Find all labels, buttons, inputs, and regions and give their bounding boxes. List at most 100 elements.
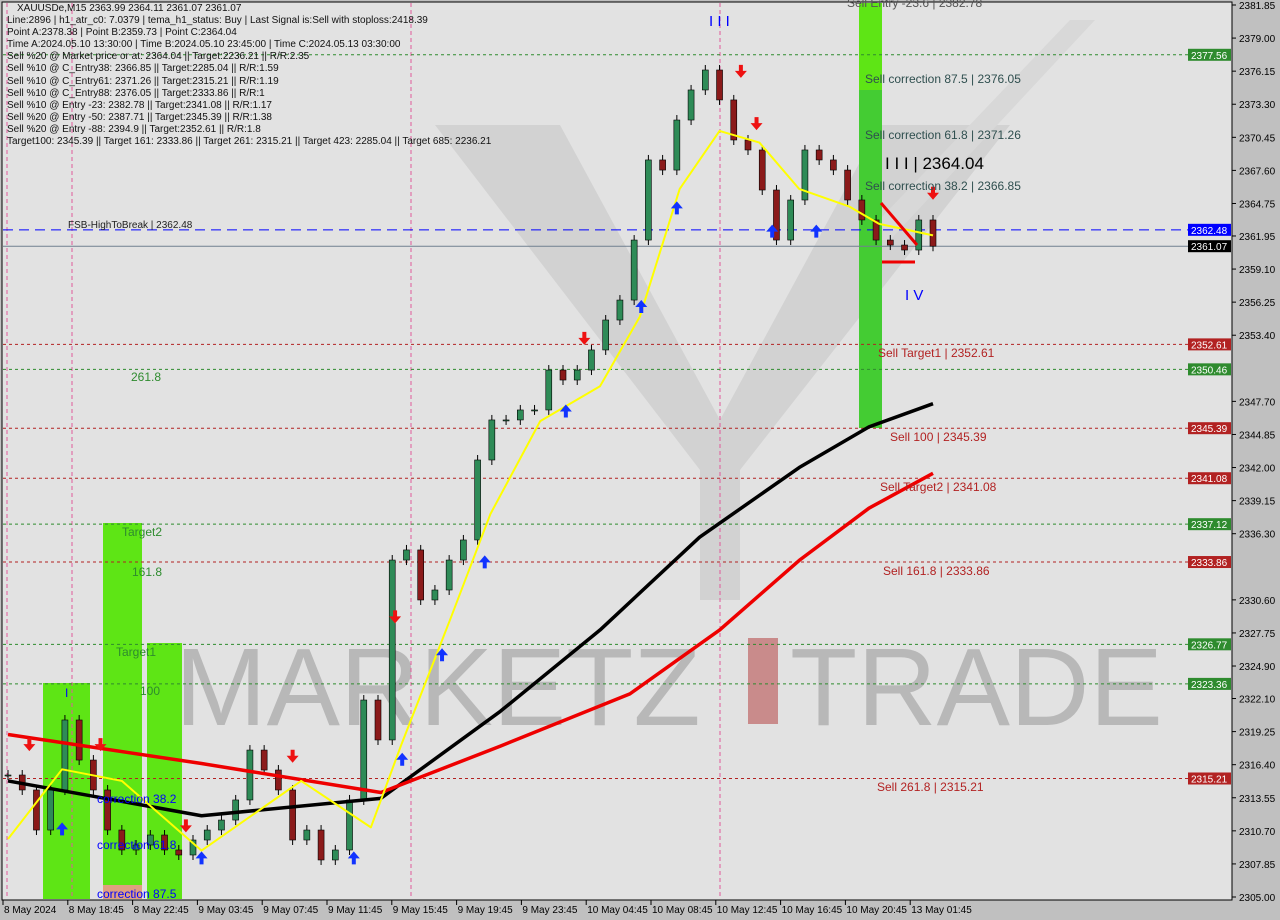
candle-body — [517, 409, 524, 421]
price-tag — [1188, 772, 1231, 785]
candle-body — [545, 369, 553, 411]
sell-entry-label: Sell Entry -23.6 | 2382.78 — [847, 0, 983, 10]
price-tick-label: 2381.85 — [1239, 1, 1276, 12]
left-2618-label: 261.8 — [131, 370, 161, 384]
price-tag — [1188, 556, 1231, 569]
sell-target1-label: Sell Target1 | 2352.61 — [878, 346, 995, 360]
buy-arrow-icon — [635, 300, 648, 314]
info-line: Sell %20 @ Market price or at: 2364.04 |… — [7, 51, 310, 63]
price-tick-label: 2347.70 — [1239, 397, 1276, 408]
candle-body — [702, 69, 709, 91]
vertical-markers — [6, 3, 721, 899]
price-tick-label: 2336.30 — [1239, 530, 1276, 541]
price-tag — [1188, 518, 1231, 531]
candle-body — [773, 189, 780, 241]
candle-body — [203, 829, 211, 841]
candle-body — [645, 159, 652, 241]
price-tick-label: 2310.70 — [1239, 827, 1276, 838]
candle-body — [417, 549, 424, 601]
price-tick-label: 2316.40 — [1239, 761, 1276, 772]
candle-body — [830, 159, 837, 171]
candle-body — [431, 589, 439, 601]
sell-arrow-icon — [179, 819, 192, 833]
price-tick-label: 2359.10 — [1239, 265, 1276, 276]
time-tick-label: 10 May 20:45 — [846, 905, 907, 916]
ma-red-line — [7, 471, 934, 795]
sell-arrow-icon — [23, 738, 36, 752]
watermark-trade: TRADE — [790, 626, 1163, 749]
candle-body — [75, 719, 83, 761]
price-tick-label: 2307.85 — [1239, 860, 1276, 871]
candle-body — [815, 149, 823, 161]
indicator-lines — [7, 129, 934, 852]
price-tag-label: 2323.36 — [1191, 680, 1228, 691]
candle-body — [616, 299, 624, 321]
price-tag — [1188, 472, 1231, 485]
price-tag — [1188, 638, 1231, 651]
candle-body — [559, 369, 567, 381]
price-tick-label: 2305.00 — [1239, 893, 1276, 904]
price-tick-label: 2324.90 — [1239, 662, 1276, 673]
fsb-label: FSB-HighToBreak | 2362.48 — [68, 220, 193, 231]
info-line: Sell %20 @ Entry -88: 2394.9 || Target:2… — [7, 123, 261, 135]
buy-arrow-icon — [396, 752, 409, 766]
candle-body — [275, 769, 282, 791]
price-tick-label: 2353.40 — [1239, 331, 1276, 342]
time-tick-label: 13 May 01:45 — [911, 905, 972, 916]
sell-arrow-icon — [286, 749, 299, 763]
price-tag — [1188, 240, 1231, 253]
price-axis: 2381.85 2379.00 2376.15 2373.30 2370.45 2367.… — [1188, 1, 1276, 904]
levels — [3, 54, 1231, 779]
buy-arrow-icon — [56, 822, 69, 836]
time-tick-label: 8 May 22:45 — [134, 905, 189, 916]
candle-body — [218, 819, 225, 831]
candle-body — [147, 834, 154, 846]
wave-4-label: I V — [905, 287, 923, 304]
symbol-title: XAUUSDe,M15 2363.99 2364.11 2361.07 2361… — [17, 3, 242, 14]
time-tick-label: 8 May 2024 — [4, 905, 57, 916]
left-1618-label: 161.8 — [132, 565, 162, 579]
price-tag-label: 2361.07 — [1191, 242, 1228, 253]
candle-body — [901, 244, 908, 251]
candle-body — [161, 834, 168, 851]
price-tag-label: 2345.39 — [1191, 424, 1228, 435]
buy-arrow-icon — [670, 201, 683, 215]
buy-arrow-icon — [559, 404, 572, 418]
candle-body — [47, 789, 54, 831]
time-tick-label: 9 May 07:45 — [263, 905, 318, 916]
zone-box-salmon — [103, 885, 142, 899]
price-tick-label: 2379.00 — [1239, 34, 1276, 45]
sell-correction-875-label: Sell correction 87.5 | 2376.05 — [865, 72, 1021, 86]
candle-body — [4, 774, 12, 777]
watermark-bar — [748, 638, 778, 724]
price-tag — [1188, 338, 1231, 351]
buy-arrow-icon — [478, 555, 491, 569]
buy-arrow-icon — [347, 851, 360, 865]
zone-box — [147, 643, 182, 899]
candle-body — [346, 799, 353, 851]
candle-body — [360, 699, 368, 801]
time-axis: 8 May 2024 8 May 18:45 8 May 22:45 9 May 03… — [2, 900, 972, 916]
annotations: Sell Entry -23.6 | 2382.78 Sell correcti… — [65, 0, 1021, 901]
info-line: Sell %20 @ Entry -50: 2387.71 || Target:… — [7, 111, 272, 123]
sell-correction-618-label: Sell correction 61.8 | 2371.26 — [865, 128, 1021, 142]
buy-arrow-icon — [195, 851, 208, 865]
candle-body — [659, 159, 666, 171]
signal-arrows — [23, 64, 939, 865]
price-tag-label: 2352.61 — [1191, 340, 1228, 351]
candle-body — [588, 349, 595, 371]
candle-body — [602, 319, 609, 351]
price-tick-label: 2339.15 — [1239, 497, 1276, 508]
plot-area — [1, 1, 1233, 901]
price-tag-label: 2315.21 — [1191, 774, 1228, 785]
candle-body — [730, 99, 738, 141]
price-tick-label: 2313.55 — [1239, 794, 1276, 805]
candle-body — [104, 789, 111, 831]
candle-body — [744, 139, 752, 151]
candle-body — [872, 219, 880, 241]
correction-382-label: correction 38.2 — [97, 792, 177, 806]
price-tag — [1188, 677, 1231, 690]
pattern-line — [879, 202, 919, 246]
info-line: Point A:2378.38 | Point B:2359.73 | Poin… — [7, 27, 237, 39]
